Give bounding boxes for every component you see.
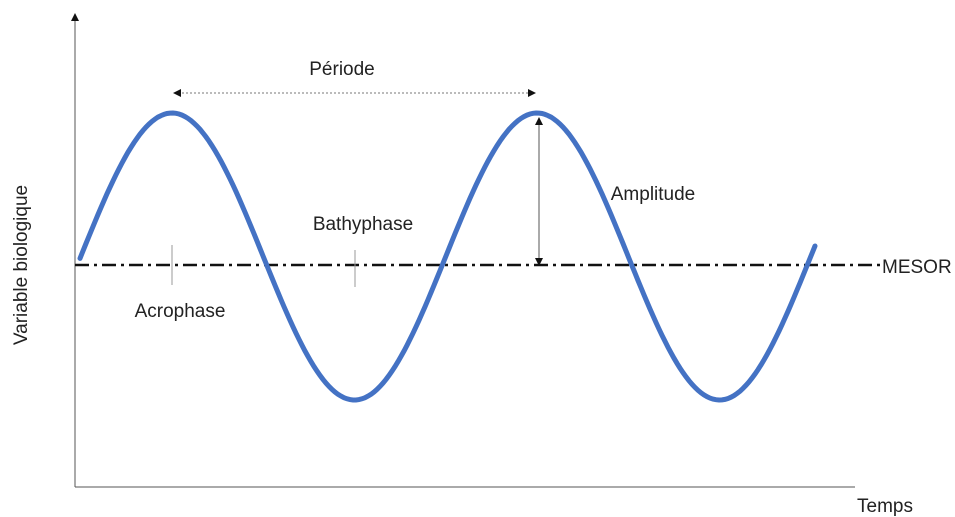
period-label: Période bbox=[309, 59, 375, 80]
bathyphase-label: Bathyphase bbox=[313, 214, 413, 235]
mesor-label: MESOR bbox=[882, 257, 952, 278]
sine-wave bbox=[77, 110, 818, 403]
y-axis-label: Variable biologique bbox=[11, 185, 32, 345]
x-axis-label: Temps bbox=[857, 496, 913, 517]
amplitude-label: Amplitude bbox=[611, 184, 696, 205]
acrophase-label: Acrophase bbox=[135, 301, 226, 322]
